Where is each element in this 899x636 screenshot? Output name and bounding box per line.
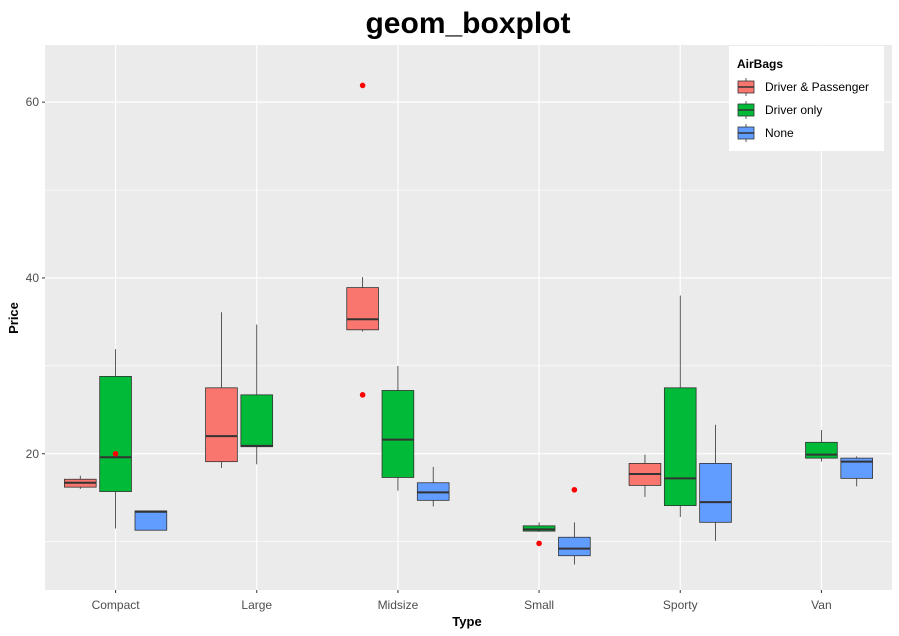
box-driver-only-compact <box>99 349 132 529</box>
box-driver-passenger-midsize <box>346 82 379 398</box>
box-body <box>381 390 415 478</box>
legend-title: AirBags <box>737 57 783 71</box>
outlier-point <box>112 450 119 457</box>
box-body <box>346 287 379 331</box>
box-driver-passenger-compact <box>64 475 97 489</box>
outlier-point <box>359 392 366 398</box>
outlier-point <box>359 82 366 89</box>
legend-background <box>729 46 884 151</box>
box-body <box>840 457 873 479</box>
box-body <box>699 463 732 523</box>
box-driver-only-van <box>805 430 838 462</box>
box-driver-only-small <box>522 522 556 547</box>
legend-key-driver-passenger <box>737 78 755 96</box>
box-none-compact <box>134 510 168 531</box>
y-tick-label: 60 <box>26 95 40 109</box>
box-body <box>663 387 697 507</box>
x-tick-label: Compact <box>92 598 141 612</box>
box-none-van <box>840 456 873 487</box>
box-body <box>99 375 132 492</box>
outlier-point <box>571 486 578 493</box>
box-none-sporty <box>699 424 732 541</box>
legend-label: None <box>765 126 794 140</box>
x-tick-label: Van <box>811 598 831 612</box>
chart-title: geom_boxplot <box>365 7 570 40</box>
box-none-small <box>558 486 591 565</box>
box-body <box>240 394 274 448</box>
outlier-point <box>536 540 542 547</box>
legend-label: Driver & Passenger <box>765 80 869 94</box>
axes: 20 40 60 Compact Large Midsize Small Sporty Van <box>26 95 832 612</box>
legend-key-none <box>737 124 755 142</box>
box-driver-passenger-large <box>205 312 238 468</box>
box-body <box>805 441 838 459</box>
box-driver-only-midsize <box>381 365 415 491</box>
x-tick-label: Midsize <box>378 598 419 612</box>
x-tick-label: Sporty <box>663 598 698 612</box>
y-tick-label: 40 <box>26 271 40 285</box>
x-tick-label: Small <box>524 598 554 612</box>
box-body <box>134 510 168 531</box>
box-driver-only-large <box>240 324 274 465</box>
boxes <box>64 82 873 565</box>
x-tick-label: Large <box>241 598 272 612</box>
legend: AirBags Driver & Passenger Driver only None <box>729 46 884 151</box>
box-driver-passenger-sporty <box>628 454 662 497</box>
legend-label: Driver only <box>765 103 822 117</box>
box-driver-only-sporty <box>663 295 697 518</box>
y-tick-label: 20 <box>26 447 40 461</box>
box-none-midsize <box>416 466 450 507</box>
legend-key-driver-only <box>737 101 755 119</box>
y-axis-title: Price <box>6 302 21 334</box>
x-axis-title: Type <box>452 614 481 629</box>
box-body <box>558 536 591 557</box>
box-body <box>205 387 238 463</box>
